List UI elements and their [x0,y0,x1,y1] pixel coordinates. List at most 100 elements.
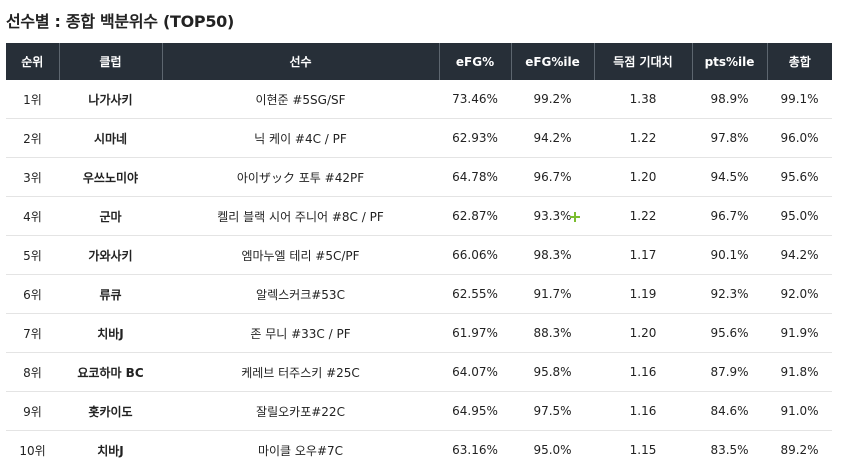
column-header-player[interactable]: 선수 [162,43,439,80]
efg-ile-cell: 96.7% [511,158,594,197]
pts-ile-cell: 83.5% [692,431,767,469]
total-cell: 99.1% [767,80,832,119]
club-cell: 홋카이도 [59,392,162,431]
total-cell: 92.0% [767,275,832,314]
rank-cell: 8위 [6,353,59,392]
expected-points-cell: 1.19 [594,275,692,314]
total-cell: 96.0% [767,119,832,158]
player-cell: 케레브 터주스키 #25C [162,353,439,392]
pts-ile-cell: 94.5% [692,158,767,197]
total-cell: 89.2% [767,431,832,469]
expected-points-cell: 1.22 [594,197,692,236]
efg-ile-cell: 95.8% [511,353,594,392]
club-cell: 나가사키 [59,80,162,119]
column-header-efg-ile[interactable]: eFG%ile [511,43,594,80]
club-cell: 가와사키 [59,236,162,275]
column-header-total[interactable]: 총합 [767,43,832,80]
expected-points-cell: 1.38 [594,80,692,119]
player-cell: 존 무니 #33C / PF [162,314,439,353]
rank-cell: 10위 [6,431,59,469]
total-cell: 94.2% [767,236,832,275]
efg-cell: 73.46% [439,80,511,119]
column-header-efg[interactable]: eFG% [439,43,511,80]
total-cell: 95.6% [767,158,832,197]
pts-ile-cell: 95.6% [692,314,767,353]
total-cell: 91.9% [767,314,832,353]
player-cell: 잘릴오카포#22C [162,392,439,431]
pts-ile-cell: 87.9% [692,353,767,392]
table-header-row: 순위 클럽 선수 eFG% eFG%ile 득점 기대치 pts%ile 총합 [6,43,832,80]
total-cell: 91.0% [767,392,832,431]
player-cell: 알렉스커크#53C [162,275,439,314]
club-cell: 시마네 [59,119,162,158]
player-cell: 마이클 오우#7C [162,431,439,469]
efg-cell: 64.78% [439,158,511,197]
player-cell: 아이ザック 포투 #42PF [162,158,439,197]
efg-cell: 61.97% [439,314,511,353]
efg-ile-cell: 88.3% [511,314,594,353]
club-cell: 치바J [59,314,162,353]
expected-points-cell: 1.20 [594,314,692,353]
rank-cell: 6위 [6,275,59,314]
expected-points-cell: 1.15 [594,431,692,469]
efg-ile-cell: 93.3% [511,197,594,236]
efg-cell: 64.07% [439,353,511,392]
pts-ile-cell: 84.6% [692,392,767,431]
club-cell: 우쓰노미야 [59,158,162,197]
efg-ile-cell: 94.2% [511,119,594,158]
rank-cell: 3위 [6,158,59,197]
total-cell: 91.8% [767,353,832,392]
efg-cell: 64.95% [439,392,511,431]
player-cell: 켈리 블랙 시어 주니어 #8C / PF [162,197,439,236]
expected-points-cell: 1.22 [594,119,692,158]
pts-ile-cell: 92.3% [692,275,767,314]
rank-cell: 4위 [6,197,59,236]
efg-cell: 62.87% [439,197,511,236]
efg-ile-cell: 91.7% [511,275,594,314]
efg-ile-cell: 97.5% [511,392,594,431]
efg-cell: 62.93% [439,119,511,158]
efg-ile-cell: 98.3% [511,236,594,275]
expected-points-cell: 1.20 [594,158,692,197]
rank-cell: 7위 [6,314,59,353]
player-cell: 닉 케이 #4C / PF [162,119,439,158]
pts-ile-cell: 96.7% [692,197,767,236]
column-header-rank[interactable]: 순위 [6,43,59,80]
player-cell: 엠마누엘 테리 #5C/PF [162,236,439,275]
rank-cell: 1위 [6,80,59,119]
rank-cell: 5위 [6,236,59,275]
total-cell: 95.0% [767,197,832,236]
efg-ile-cell: 95.0% [511,431,594,469]
crosshair-cursor-icon [569,211,581,223]
rank-cell: 2위 [6,119,59,158]
pts-ile-cell: 98.9% [692,80,767,119]
club-cell: 류큐 [59,275,162,314]
club-cell: 군마 [59,197,162,236]
column-header-club[interactable]: 클럽 [59,43,162,80]
page-title: 선수별 : 종합 백분위수 (TOP50) [6,8,234,32]
player-cell: 이현준 #5SG/SF [162,80,439,119]
efg-ile-cell: 99.2% [511,80,594,119]
club-cell: 요코하마 BC [59,353,162,392]
column-header-pts-ile[interactable]: pts%ile [692,43,767,80]
pts-ile-cell: 97.8% [692,119,767,158]
column-header-expected-points[interactable]: 득점 기대치 [594,43,692,80]
expected-points-cell: 1.17 [594,236,692,275]
efg-cell: 63.16% [439,431,511,469]
pts-ile-cell: 90.1% [692,236,767,275]
club-cell: 치바J [59,431,162,469]
expected-points-cell: 1.16 [594,353,692,392]
efg-cell: 62.55% [439,275,511,314]
rank-cell: 9위 [6,392,59,431]
ranking-table: 순위 클럽 선수 eFG% eFG%ile 득점 기대치 pts%ile 총합 … [6,43,832,469]
